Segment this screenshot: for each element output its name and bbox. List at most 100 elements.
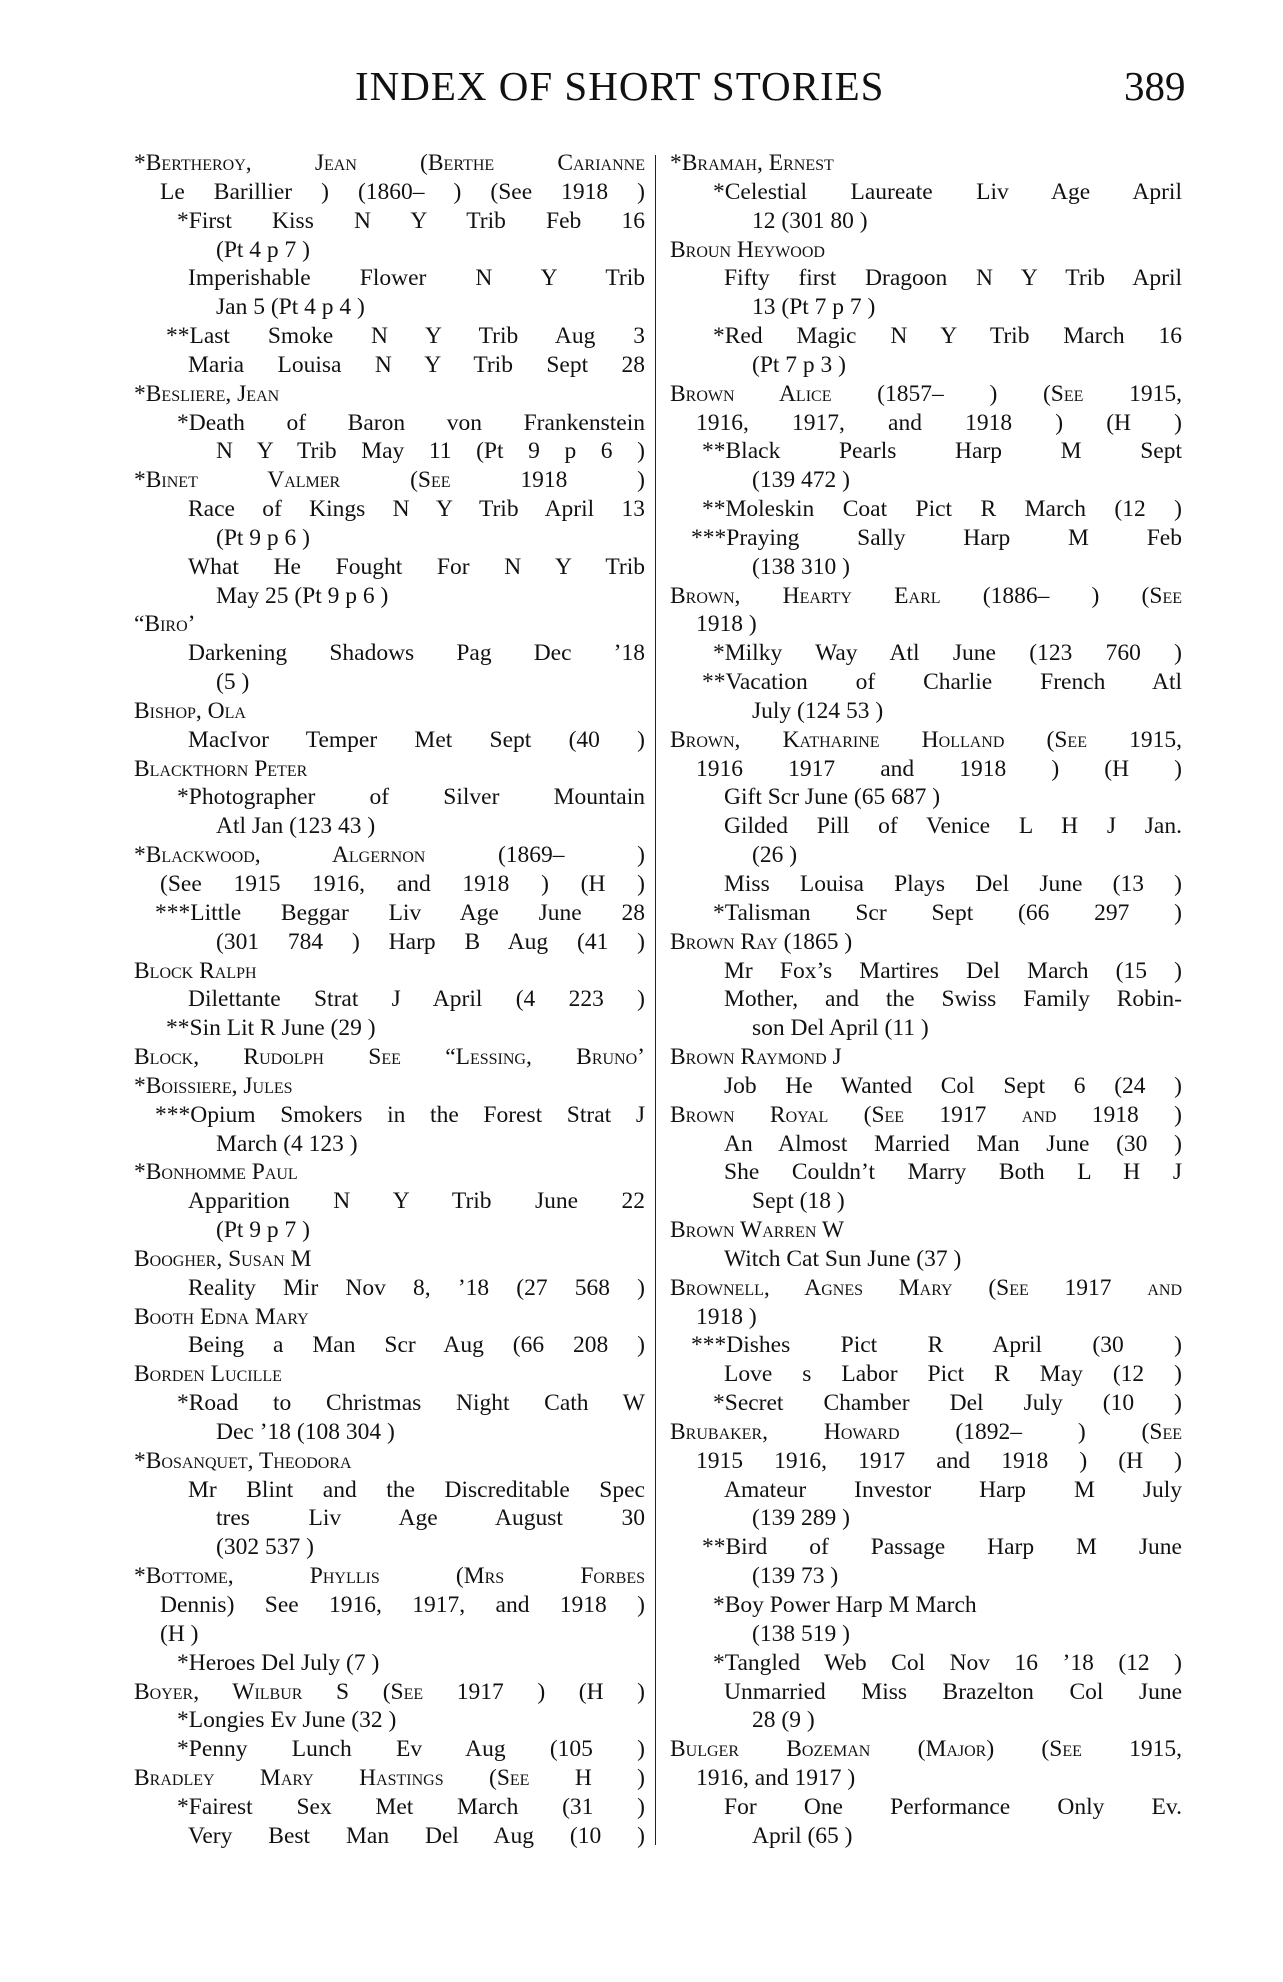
- index-entry-story: *Heroes Del July (7 ): [177, 1649, 380, 1676]
- index-entry-story: March (4 123 ): [216, 1130, 358, 1157]
- index-entry-author: Brownell, Agnes Mary (See 1917 and: [670, 1274, 1182, 1301]
- index-entry-story: Apparition N Y Trib June 22: [188, 1188, 645, 1215]
- index-entry-story: (302 537 ): [216, 1534, 314, 1561]
- index-entry-author: Borden Lucille: [134, 1361, 282, 1388]
- index-entry-author: Boyer, Wilbur S (See 1917 ) (H ): [134, 1678, 645, 1705]
- index-entry-author: *Besliere, Jean: [134, 380, 280, 407]
- index-entry-story: (138 519 ): [752, 1620, 850, 1647]
- index-entry-story: (26 ): [752, 842, 798, 869]
- index-entry-story: April (65 ): [752, 1822, 853, 1849]
- index-entry-author: Brubaker, Howard (1892– ) (See: [670, 1418, 1182, 1445]
- index-entry-story: tres Liv Age August 30: [216, 1505, 645, 1532]
- index-entry-story: *Longies Ev June (32 ): [177, 1707, 397, 1734]
- index-entry-story: ***Little Beggar Liv Age June 28: [155, 899, 645, 926]
- index-entry-story: Mr Fox’s Martires Del March (15 ): [724, 957, 1182, 984]
- index-entry-author: 1918 ): [696, 611, 757, 638]
- index-entry-story: Very Best Man Del Aug (10 ): [188, 1822, 645, 1849]
- index-entry-story: N Y Trib May 11 (Pt 9 p 6 ): [216, 438, 645, 465]
- index-entry-story: *Red Magic N Y Trib March 16: [713, 323, 1182, 350]
- index-entry-story: *Penny Lunch Ev Aug (105 ): [177, 1736, 645, 1763]
- page-number: 389: [1124, 63, 1186, 109]
- index-entry-story: *First Kiss N Y Trib Feb 16: [177, 207, 645, 234]
- index-entry-story: *Milky Way Atl June (123 760 ): [713, 640, 1182, 667]
- index-entry-author: Boogher, Susan M: [134, 1245, 312, 1272]
- index-entry-story: Race of Kings N Y Trib April 13: [188, 496, 645, 523]
- index-entry-story: Dilettante Strat J April (4 223 ): [188, 986, 645, 1013]
- index-entry-author: Brown Ray (1865 ): [670, 928, 853, 955]
- index-entry-author: Brown Royal (See 1917 and 1918 ): [670, 1101, 1182, 1128]
- index-entry-story: ***Dishes Pict R April (30 ): [691, 1332, 1182, 1359]
- index-entry-story: Job He Wanted Col Sept 6 (24 ): [724, 1072, 1182, 1099]
- index-entry-author: 1915 1916, 1917 and 1918 ) (H ): [696, 1447, 1182, 1474]
- index-entry-story: (301 784 ) Harp B Aug (41 ): [216, 928, 645, 955]
- index-entry-story: *Fairest Sex Met March (31 ): [177, 1793, 645, 1820]
- index-entry-author: Brown Alice (1857– ) (See 1915,: [670, 380, 1182, 407]
- index-entry-story: Fifty first Dragoon N Y Trib April: [724, 265, 1182, 292]
- index-entry-author: 1916, and 1917 ): [696, 1765, 856, 1792]
- column-divider: [655, 155, 656, 1845]
- index-entry-story: Atl Jan (123 43 ): [216, 813, 376, 840]
- index-entry-author: (H ): [160, 1620, 199, 1647]
- index-entry-story: **Moleskin Coat Pict R March (12 ): [702, 496, 1182, 523]
- index-entry-story: (Pt 9 p 6 ): [216, 524, 310, 551]
- index-entry-story: (Pt 9 p 7 ): [216, 1217, 310, 1244]
- index-entry-story: **Vacation of Charlie French Atl: [702, 669, 1182, 696]
- index-entry-story: Darkening Shadows Pag Dec ’18: [188, 640, 645, 667]
- index-entry-story: (5 ): [216, 669, 250, 696]
- index-entry-story: Mr Blint and the Discreditable Spec: [188, 1476, 645, 1503]
- index-entry-story: Unmarried Miss Brazelton Col June: [724, 1678, 1182, 1705]
- index-entry-story: *Photographer of Silver Mountain: [177, 784, 645, 811]
- index-entry-author: *Bottome, Phyllis (Mrs Forbes: [134, 1563, 645, 1590]
- index-entry-author: Le Barillier ) (1860– ) (See 1918 ): [160, 178, 645, 205]
- index-entry-story: For One Performance Only Ev.: [724, 1793, 1182, 1820]
- index-entry-author: *Bosanquet, Theodora: [134, 1447, 352, 1474]
- index-entry-author: Block Ralph: [134, 957, 257, 984]
- index-entry-story: 12 (301 80 ): [752, 207, 868, 234]
- index-entry-story: (138 310 ): [752, 553, 850, 580]
- index-entry-author: *Boissiere, Jules: [134, 1072, 293, 1099]
- index-entry-story: **Bird of Passage Harp M June: [702, 1534, 1182, 1561]
- index-entry-story: (139 73 ): [752, 1563, 839, 1590]
- index-entry-author: *Bramah, Ernest: [670, 150, 834, 176]
- index-entry-story: Gilded Pill of Venice L H J Jan.: [724, 813, 1182, 840]
- index-entry-story: Mother, and the Swiss Family Robin-: [724, 986, 1182, 1013]
- index-entry-story: *Boy Power Harp M March: [713, 1592, 977, 1618]
- index-entry-story: son Del April (11 ): [752, 1015, 929, 1042]
- index-entry-author: *Binet Valmer (See 1918 ): [134, 467, 645, 494]
- index-entry-author: *Blackwood, Algernon (1869– ): [134, 842, 645, 869]
- index-entry-story: 28 (9 ): [752, 1707, 815, 1734]
- index-entry-story: MacIvor Temper Met Sept (40 ): [188, 726, 645, 753]
- index-entry-story: Imperishable Flower N Y Trib: [188, 265, 645, 292]
- index-entry-story: Being a Man Scr Aug (66 208 ): [188, 1332, 645, 1359]
- index-entry-story: July (124 53 ): [752, 697, 884, 724]
- index-entry-story: *Tangled Web Col Nov 16 ’18 (12 ): [713, 1649, 1182, 1676]
- index-entry-author: Dennis) See 1916, 1917, and 1918 ): [160, 1592, 645, 1618]
- index-entry-story: *Celestial Laureate Liv Age April: [713, 178, 1182, 205]
- index-entry-author: *Bertheroy, Jean (Berthe Carianne: [134, 150, 645, 176]
- index-entry-story: Love s Labor Pict R May (12 ): [724, 1361, 1182, 1388]
- page-title: INDEX OF SHORT STORIES: [355, 63, 885, 109]
- index-entry-story: 13 (Pt 7 p 7 ): [752, 294, 876, 321]
- index-entry-story: **Last Smoke N Y Trib Aug 3: [166, 323, 645, 350]
- index-entry-author: (See 1915 1916, and 1918 ) (H ): [160, 871, 645, 897]
- index-entry-author: Block, Rudolph See “Lessing, Bruno’: [134, 1044, 645, 1071]
- index-entry-author: Blackthorn Peter: [134, 755, 308, 782]
- index-entry-story: (Pt 7 p 3 ): [752, 351, 846, 378]
- index-entry-story: **Black Pearls Harp M Sept: [702, 438, 1182, 465]
- index-entry-author: Brown Warren W: [670, 1217, 845, 1244]
- index-entry-story: Witch Cat Sun June (37 ): [724, 1245, 962, 1272]
- index-entry-author: Bishop, Ola: [134, 697, 246, 724]
- index-entry-story: Sept (18 ): [752, 1188, 845, 1215]
- index-entry-author: Brown, Hearty Earl (1886– ) (See: [670, 582, 1182, 609]
- index-entry-story: (139 289 ): [752, 1505, 850, 1532]
- index-entry-story: *Talisman Scr Sept (66 297 ): [713, 899, 1182, 926]
- index-entry-author: Brown Raymond J: [670, 1044, 842, 1071]
- index-entry-author: “Biro’: [134, 611, 196, 638]
- index-entry-author: 1916, 1917, and 1918 ) (H ): [696, 409, 1182, 436]
- index-entry-story: She Couldn’t Marry Both L H J: [724, 1159, 1182, 1186]
- index-entry-story: Gift Scr June (65 687 ): [724, 784, 941, 811]
- index-entry-story: Jan 5 (Pt 4 p 4 ): [216, 294, 365, 321]
- index-entry-story: Miss Louisa Plays Del June (13 ): [724, 871, 1182, 897]
- index-entry-story: *Road to Christmas Night Cath W: [177, 1390, 645, 1417]
- index-entry-author: Broun Heywood: [670, 236, 825, 263]
